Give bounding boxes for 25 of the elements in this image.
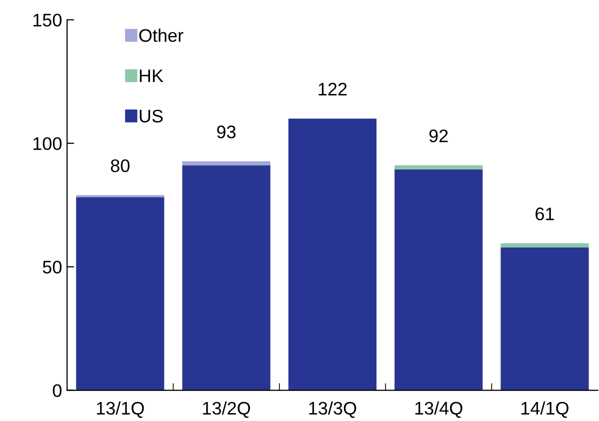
bar — [76, 197, 164, 390]
bar — [500, 243, 589, 248]
x-tick-label: 13/3Q — [309, 401, 356, 418]
y-tick-label: 50 — [42, 260, 62, 274]
bar — [182, 165, 270, 390]
annotation: 61 — [536, 208, 554, 220]
annotation: 122 — [318, 82, 347, 96]
annotation: 93 — [217, 126, 236, 138]
annotation: 80 — [110, 159, 130, 172]
y-tick-label: 0 — [52, 384, 62, 397]
y-tick-label: 100 — [33, 137, 62, 150]
annotation: 92 — [429, 129, 448, 142]
bar — [182, 161, 270, 166]
bar — [500, 248, 589, 390]
bar — [288, 118, 376, 390]
legend-label: US — [140, 110, 163, 122]
x-tick-label: 14/1Q — [522, 401, 568, 418]
x-tick-label: 13/2Q — [203, 401, 250, 418]
legend-label: Other — [139, 28, 184, 42]
x-tick-label: 13/4Q — [415, 401, 462, 418]
y-tick-label: 150 — [33, 14, 62, 27]
bar — [394, 165, 483, 170]
legend-label: HK — [140, 70, 164, 82]
bar — [394, 169, 483, 390]
x-tick-label: 13/1Q — [96, 401, 144, 418]
